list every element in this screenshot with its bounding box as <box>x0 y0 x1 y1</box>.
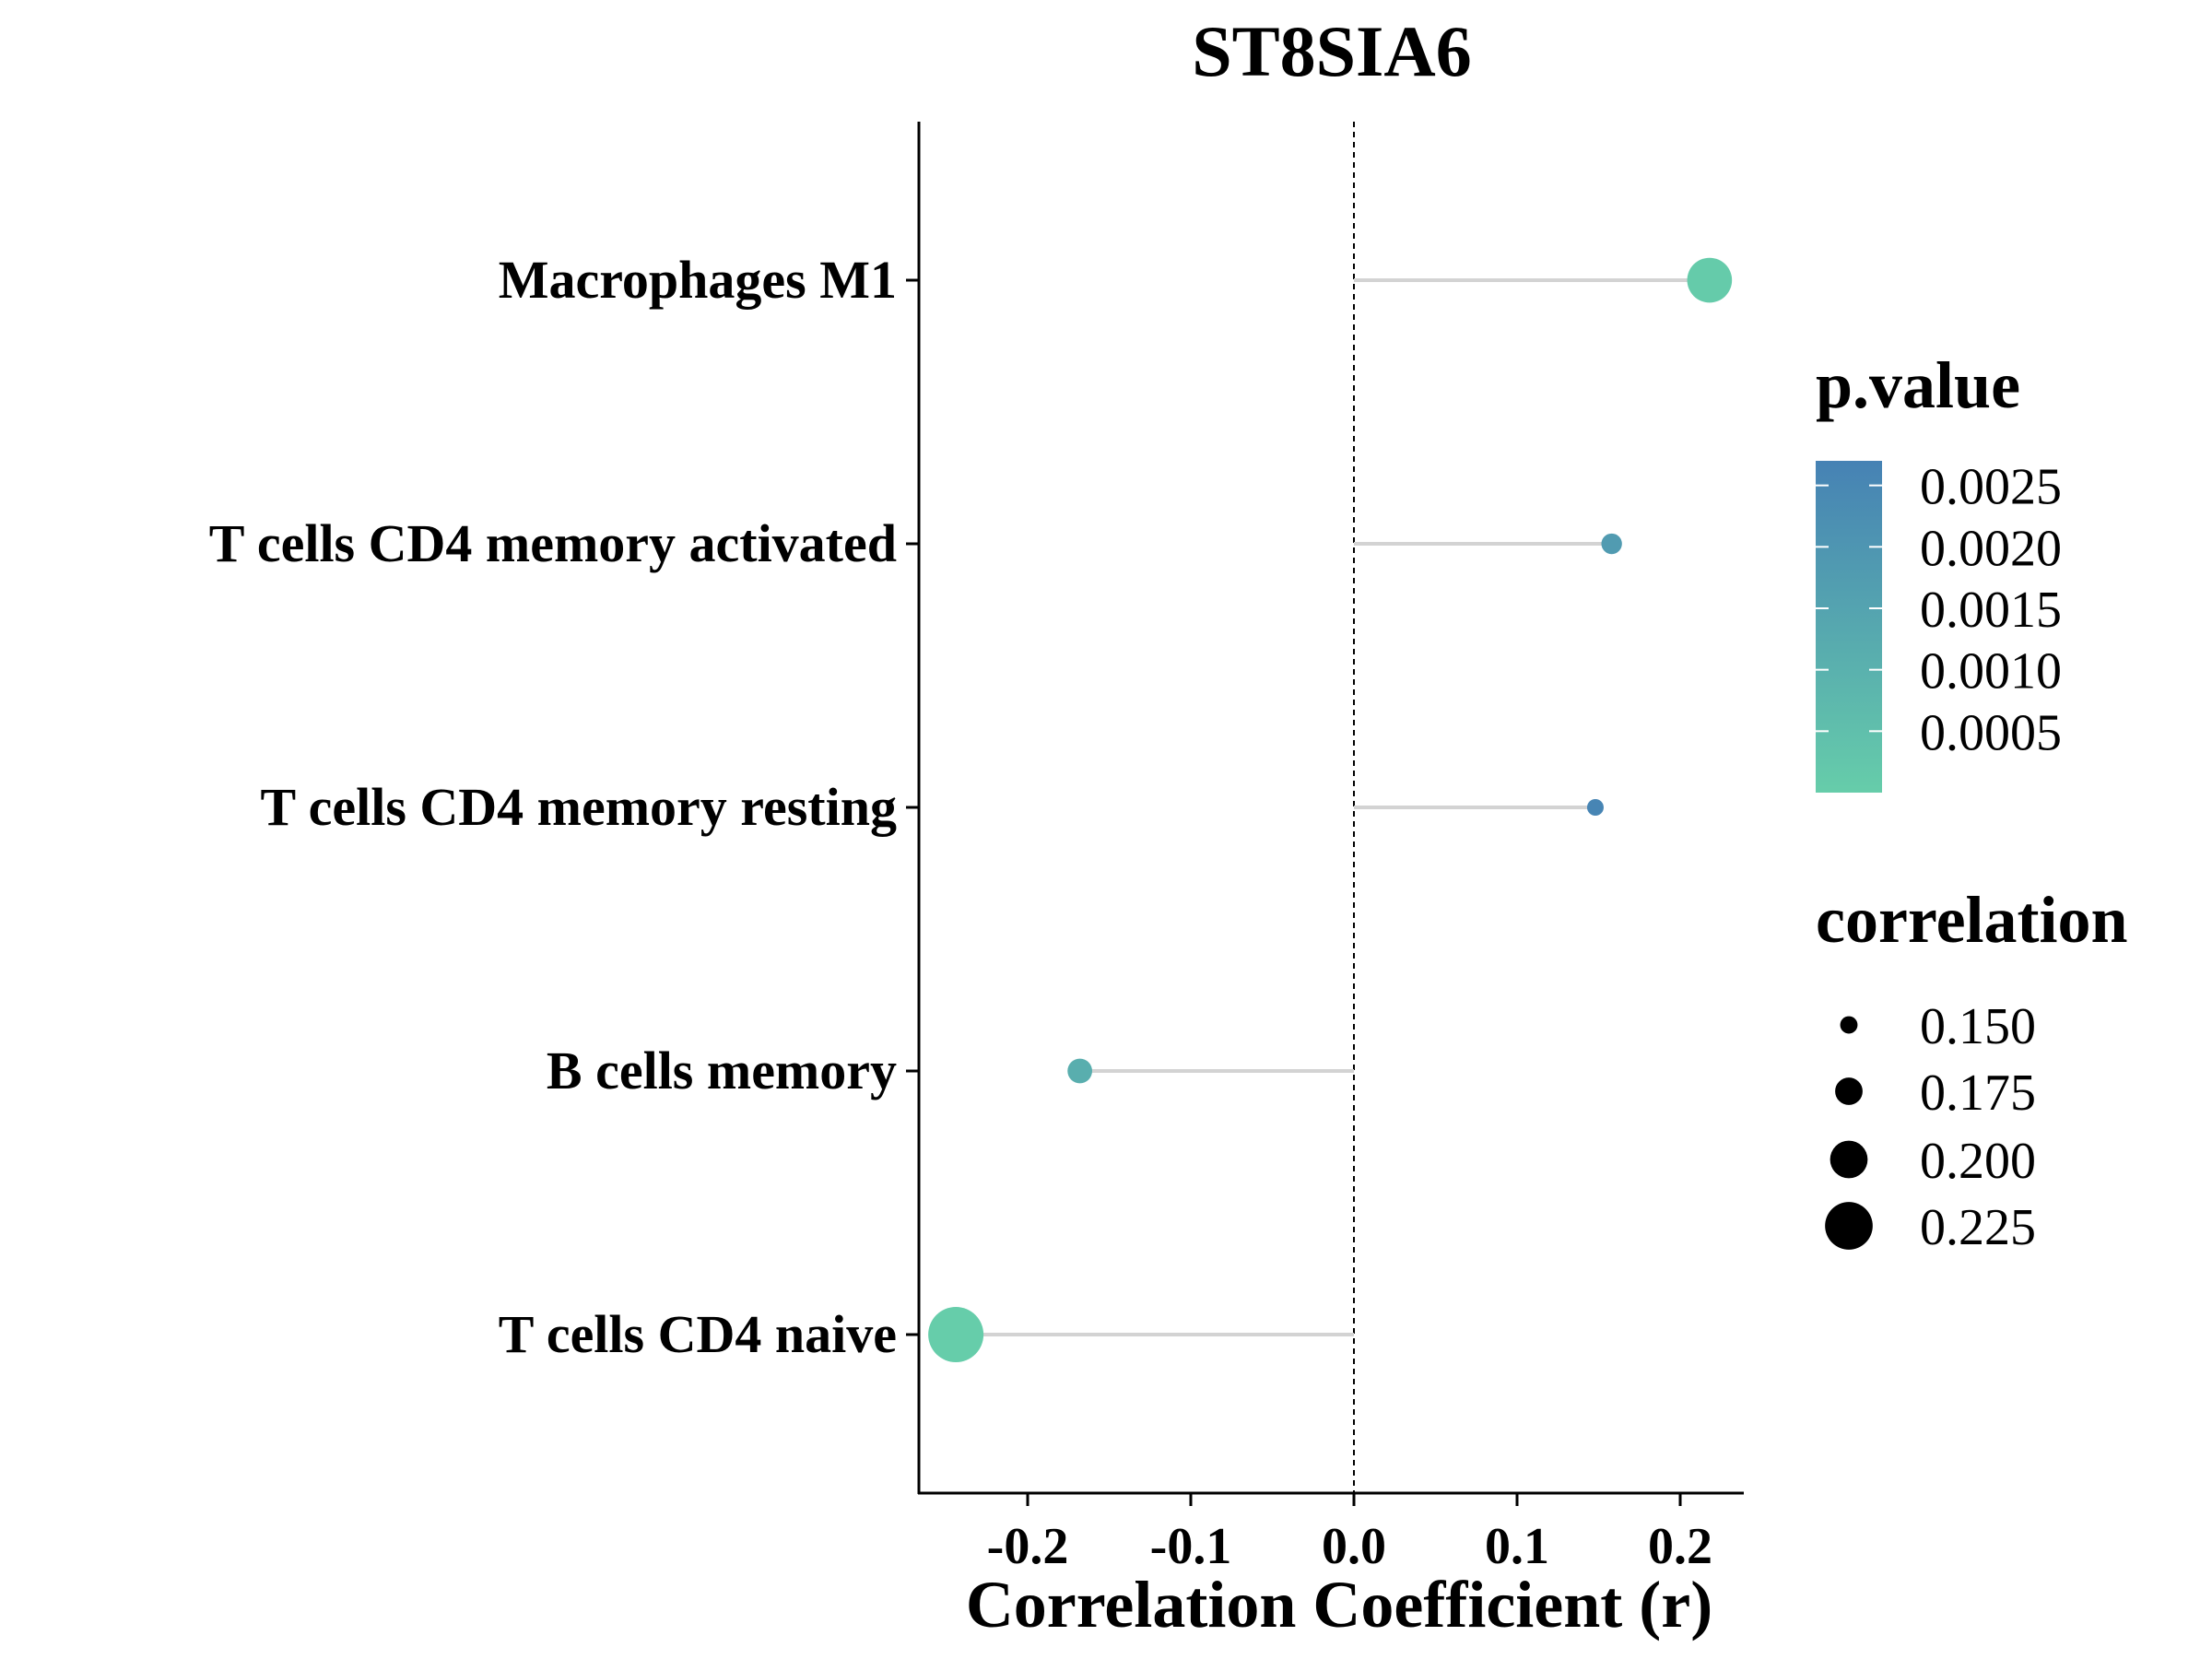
x-tick-label: -0.2 <box>987 1518 1069 1575</box>
lollipop-point <box>928 1307 984 1362</box>
y-tick-label: T cells CD4 naive <box>499 1304 897 1364</box>
x-tick-label: -0.1 <box>1150 1518 1232 1575</box>
chart-title: ST8SIA6 <box>1192 11 1471 91</box>
lollipop-point <box>1586 799 1604 816</box>
y-tick-label: T cells CD4 memory activated <box>209 513 897 573</box>
colorbar-tick-label: 0.0010 <box>1920 643 2062 700</box>
lollipop-point <box>1687 257 1733 303</box>
plot-area: -0.2 -0.1 0.0 0.1 0.2 Macrophages M1 T cells C… <box>209 122 1744 1575</box>
size-legend-label: 0.200 <box>1920 1133 2036 1190</box>
y-tick-label: T cells CD4 memory resting <box>260 777 897 837</box>
correlation-legend-title: correlation <box>1816 883 2128 957</box>
x-tick-label: 0.2 <box>1648 1518 1712 1575</box>
p-value-colorbar <box>1816 461 1882 793</box>
size-legend-dot <box>1835 1077 1863 1105</box>
x-tick-label: 0.0 <box>1322 1518 1386 1575</box>
size-legend-label: 0.175 <box>1920 1065 2036 1122</box>
p-value-legend-title: p.value <box>1816 348 2020 422</box>
size-legend-label: 0.225 <box>1920 1199 2036 1256</box>
x-axis-title: Correlation Coefficient (r) <box>966 1568 1712 1641</box>
y-tick-label: B cells memory <box>547 1041 897 1100</box>
y-tick-label: Macrophages M1 <box>499 250 897 310</box>
size-legend-dot <box>1840 1016 1858 1034</box>
lollipop-point <box>1601 533 1622 555</box>
colorbar-tick-label: 0.0005 <box>1920 704 2062 761</box>
x-tick-label: 0.1 <box>1485 1518 1549 1575</box>
colorbar-tick-label: 0.0015 <box>1920 582 2062 639</box>
size-legend-dot <box>1825 1202 1873 1250</box>
correlation-legend: correlation 0.150 0.175 0.200 0.225 <box>1816 883 2128 1256</box>
colorbar-tick-label: 0.0025 <box>1920 459 2062 516</box>
size-legend-label: 0.150 <box>1920 998 2036 1055</box>
lollipop-point <box>1067 1058 1093 1084</box>
colorbar-tick-label: 0.0020 <box>1920 520 2062 577</box>
size-legend-dot <box>1830 1140 1868 1179</box>
